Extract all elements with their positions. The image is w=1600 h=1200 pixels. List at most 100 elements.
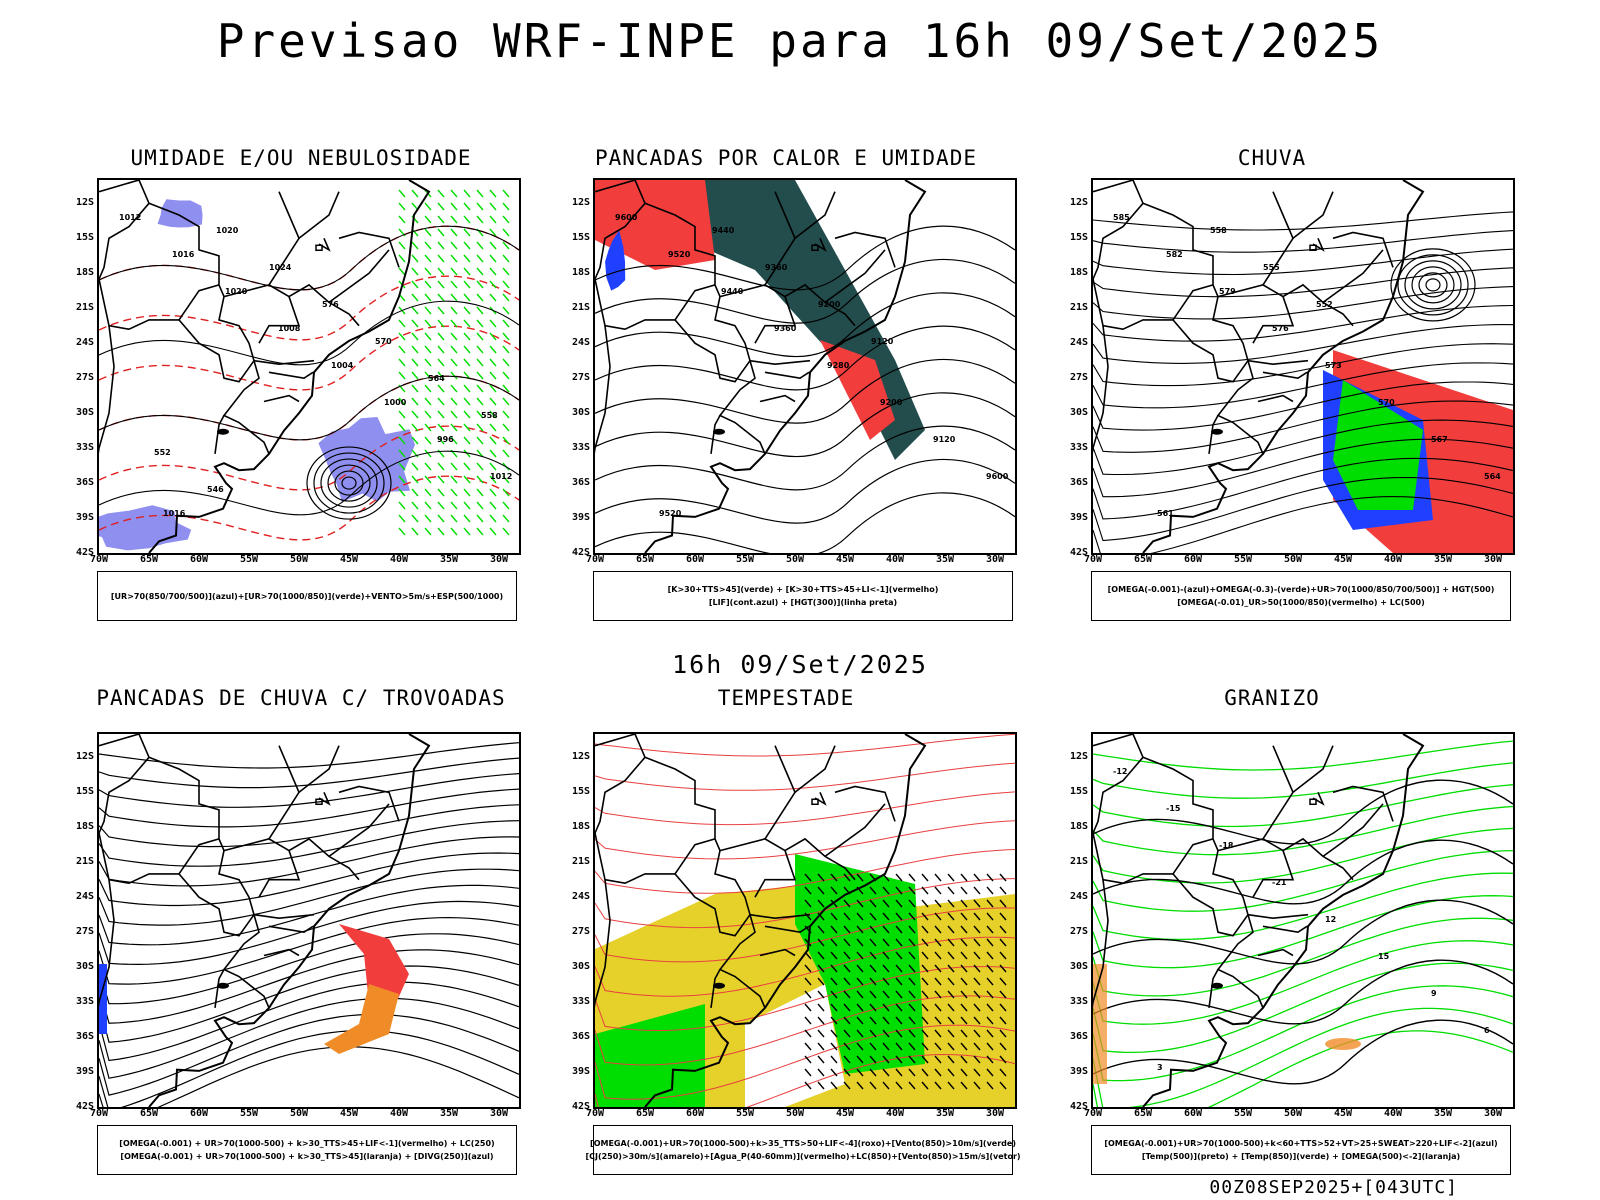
- wind-vector: [502, 228, 510, 237]
- panel-title-chuva: CHUVA: [1237, 146, 1307, 170]
- wind-vector: [869, 899, 877, 908]
- contour-label: 9120: [871, 337, 894, 346]
- isoline: [327, 464, 371, 502]
- wind-vector: [934, 1068, 942, 1077]
- wind-vector: [424, 293, 432, 302]
- wind-vector: [934, 964, 942, 973]
- lon-tick-label: 45W: [835, 554, 855, 565]
- lat-tick-label: 30S: [571, 961, 590, 973]
- wind-vector: [450, 397, 458, 406]
- contour-line: [595, 258, 1015, 324]
- wind-vector: [973, 1042, 981, 1051]
- wind-vector: [960, 990, 968, 999]
- wind-vector: [947, 990, 955, 999]
- wind-vector: [411, 371, 419, 380]
- wind-vector: [882, 1042, 890, 1051]
- wind-vector: [424, 514, 432, 523]
- lat-tick-label: 27S: [75, 372, 94, 384]
- wind-vector: [895, 951, 903, 960]
- contour-label: 1008: [278, 324, 301, 333]
- lat-tick-label: 27S: [571, 372, 590, 384]
- state-border: [298, 191, 340, 239]
- streamline: [1093, 827, 1513, 884]
- lagoon: [713, 982, 725, 989]
- wind-vector: [437, 345, 445, 354]
- wind-vector: [986, 977, 994, 986]
- wind-vector: [934, 1042, 942, 1051]
- streamline: [99, 788, 519, 828]
- lon-tick-label: 55W: [735, 1108, 755, 1119]
- east-coastline: [1142, 734, 1425, 1107]
- wind-vector: [830, 951, 838, 960]
- wind-vector: [398, 475, 406, 484]
- state-border: [1262, 745, 1294, 840]
- contour-line: [1093, 1019, 1513, 1085]
- contour-line: [99, 275, 519, 341]
- streamline: [1093, 740, 1513, 771]
- wind-vector: [450, 293, 458, 302]
- wind-vector: [843, 1016, 851, 1025]
- wind-vector: [489, 254, 497, 263]
- wind-vector: [960, 1003, 968, 1012]
- wind-vector: [450, 319, 458, 328]
- state-border: [1322, 803, 1384, 858]
- political-boundaries: [1093, 180, 1425, 553]
- li-area-south: [820, 340, 895, 440]
- lat-tick-label: 15S: [75, 786, 94, 798]
- wind-vector: [804, 964, 812, 973]
- wind-vector: [830, 1081, 838, 1090]
- wind-vector: [817, 938, 825, 947]
- thunder-areas: [99, 924, 409, 1054]
- streamline: [99, 965, 519, 1043]
- wind-vector: [869, 977, 877, 986]
- lon-tick-label: 40W: [1383, 1108, 1403, 1119]
- lon-tick-label: 65W: [635, 554, 655, 565]
- instability-area: [595, 180, 925, 460]
- east-coastline: [148, 180, 431, 553]
- contour-label: 1012: [119, 213, 141, 222]
- wind-vector: [424, 345, 432, 354]
- wind-vector: [502, 332, 510, 341]
- wind-vector: [489, 488, 497, 497]
- wind-vector: [856, 925, 864, 934]
- wind-vector: [411, 462, 419, 471]
- wind-vector: [856, 873, 864, 882]
- state-border: [719, 284, 797, 344]
- wind-vector: [437, 215, 445, 224]
- high-pressure-lines: [1390, 248, 1476, 322]
- run-time-label: 00Z08SEP2025+[043UTC]: [1209, 1177, 1458, 1198]
- wind-vector: [999, 938, 1007, 947]
- wind-vector: [830, 977, 838, 986]
- contour-label: 1004: [331, 361, 354, 370]
- contour-label: 570: [1378, 398, 1395, 407]
- wind-vector: [411, 488, 419, 497]
- contour-label: 570: [375, 337, 392, 346]
- streamline: [1093, 1007, 1513, 1107]
- wind-vector: [450, 384, 458, 393]
- wind-vector: [450, 345, 458, 354]
- streamline: [99, 868, 519, 926]
- state-border: [268, 745, 300, 840]
- wind-vector: [908, 886, 916, 895]
- lat-tick-label: 36S: [1069, 477, 1088, 489]
- wind-vector: [934, 1029, 942, 1038]
- wind-vector: [999, 1029, 1007, 1038]
- state-border: [1208, 969, 1219, 1009]
- state-border: [1172, 838, 1214, 875]
- map-tempestade: [593, 732, 1017, 1109]
- wind-vector: [817, 990, 825, 999]
- state-border: [263, 948, 300, 957]
- wind-vector: [973, 886, 981, 895]
- lat-tick-label: 24S: [75, 337, 94, 349]
- contour-label: 555: [1263, 263, 1280, 272]
- lon-tick-label: 70W: [89, 554, 109, 565]
- wind-vector: [463, 475, 471, 484]
- streamline: [99, 852, 519, 907]
- wind-vector: [804, 912, 812, 921]
- wind-vector: [489, 410, 497, 419]
- streamline: [99, 804, 519, 848]
- wind-vector: [895, 925, 903, 934]
- contour-label: 585: [1113, 213, 1130, 222]
- contour-label: 558: [1210, 226, 1227, 235]
- lat-tick-label: 24S: [1069, 337, 1088, 349]
